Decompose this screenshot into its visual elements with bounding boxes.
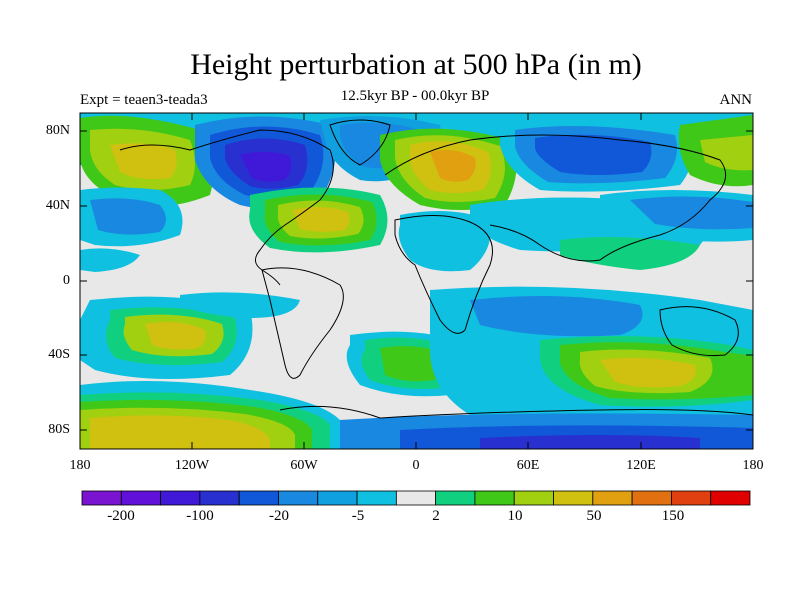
colorbar-swatch [671,490,712,506]
contour-band [700,135,753,171]
coastline-south-america [261,267,344,379]
colorbar-swatch [238,490,279,506]
season-label: ANN [719,92,753,108]
coastline-antarctica [279,405,753,419]
contour-band [292,206,350,232]
contour-band [560,236,700,270]
lon-tick-label: 0 [412,458,420,473]
lat-tick-label: 40N [45,198,70,213]
contour-band [90,415,270,449]
coastline-north-america [119,129,334,286]
contour-band [535,134,652,175]
contour-band [470,296,643,337]
contour-band [480,435,700,449]
lat-tick-label: 0 [63,273,70,288]
coastline-africa [394,214,493,334]
colorbar-swatch [435,490,476,506]
colorbar-swatch [474,490,515,506]
contour-band [600,357,696,388]
period-label: 12.5kyr BP - 00.0kyr BP [340,88,490,104]
contour-band [240,151,292,182]
lat-tick-label: 40S [48,347,70,362]
contour-band [630,196,753,230]
colorbar-swatch [513,490,554,506]
contour-band [110,143,177,180]
colorbar-label: 150 [661,508,685,524]
colorbar-label: 50 [586,508,602,524]
colorbar-swatch [317,490,358,506]
colorbar-swatch [81,490,122,506]
experiment-label: Expt = teaen3-teada3 [80,92,208,108]
axis-ticks [79,113,754,449]
lon-tick-label: 120W [174,458,210,473]
lon-tick-label: 60W [290,458,318,473]
colorbar-swatch [395,490,437,506]
colorbar-swatch [120,490,161,506]
coastline-australia [659,306,739,356]
contour-band [90,198,166,235]
contour-field [80,113,753,449]
colorbar-swatch [553,490,594,506]
coastline-greenland [329,119,391,166]
colorbar-swatch [278,490,319,506]
lat-tick-label: 80N [45,123,70,138]
coastline-eurasia [384,134,727,262]
contour-band [80,248,140,272]
colorbar-label: -100 [186,508,214,524]
colorbar-swatch [710,490,751,506]
contour-band [398,211,491,272]
colorbar-swatch [160,490,201,506]
colorbar [81,490,751,506]
lat-tick-label: 80S [48,422,70,437]
lon-tick-label: 60E [516,458,540,473]
contour-band [145,322,206,350]
colorbar-swatch [199,490,240,506]
contour-band [430,150,476,182]
colorbar-swatch [356,490,397,506]
colorbar-swatch [592,490,633,506]
lon-tick-label: 180 [742,458,764,473]
colorbar-swatch [631,490,672,506]
coastlines [119,119,753,419]
colorbar-label: -200 [107,508,135,524]
colorbar-label: -5 [351,508,365,524]
lon-tick-label: 120E [626,458,656,473]
colorbar-label: 10 [507,508,523,524]
chart-title: Height perturbation at 500 hPa (in m) [190,48,642,81]
lon-tick-label: 180 [69,458,91,473]
colorbar-label: -20 [269,508,289,524]
colorbar-label: 2 [432,508,440,524]
